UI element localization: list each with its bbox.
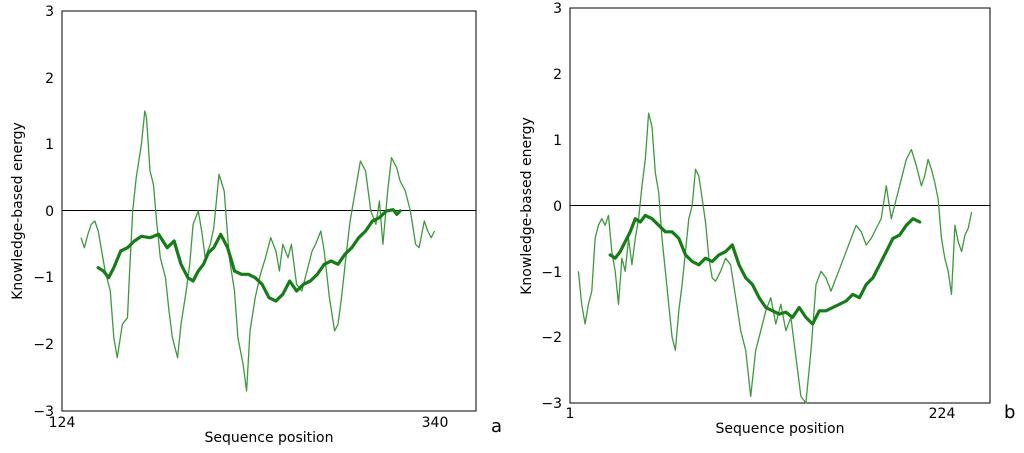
x-tick-labels-a: 124 340 (49, 415, 449, 431)
x-tick-label: 340 (422, 415, 449, 431)
x-axis-label-a: Sequence position (205, 430, 334, 446)
y-tick-label: −3 (33, 404, 54, 420)
panel-label-b: b (1004, 402, 1015, 423)
y-tick-label: −2 (541, 330, 562, 346)
y-tick-label: 1 (553, 133, 562, 149)
panel-label-a: a (491, 416, 502, 437)
y-tick-label: −2 (33, 337, 54, 353)
x-tick-label: 1 (566, 406, 575, 422)
chart-panel-b: 3 2 1 0 −1 −2 −3 1 224 Sequence position… (519, 1, 1015, 437)
x-tick-label: 124 (49, 415, 76, 431)
y-tick-label: 3 (553, 1, 562, 17)
y-axis-label-b: Knowledge-based energy (519, 117, 535, 295)
y-tick-label: −1 (33, 270, 54, 286)
y-tick-label: 0 (553, 199, 562, 215)
series-line-thin-b (577, 112, 973, 404)
y-tick-labels-b: 3 2 1 0 −1 −2 −3 (541, 1, 562, 412)
chart-panel-a: 3 2 1 0 −1 −2 −3 124 340 Sequence positi… (10, 4, 502, 446)
y-tick-label: −3 (541, 396, 562, 412)
x-tick-label: 224 (929, 406, 956, 422)
y-tick-label: 2 (45, 71, 54, 87)
series-line-thin-a (80, 110, 436, 392)
y-tick-label: 0 (45, 204, 54, 220)
series-line-thick-a (96, 208, 402, 303)
y-tick-label: 1 (45, 137, 54, 153)
series-line-thick-b (608, 213, 922, 326)
x-tick-labels-b: 1 224 (566, 406, 956, 422)
y-tick-labels-a: 3 2 1 0 −1 −2 −3 (33, 4, 54, 420)
y-tick-label: 2 (553, 67, 562, 83)
x-axis-label-b: Sequence position (716, 421, 845, 437)
y-tick-label: −1 (541, 265, 562, 281)
y-tick-label: 3 (45, 4, 54, 20)
y-axis-label-a: Knowledge-based energy (10, 122, 26, 300)
